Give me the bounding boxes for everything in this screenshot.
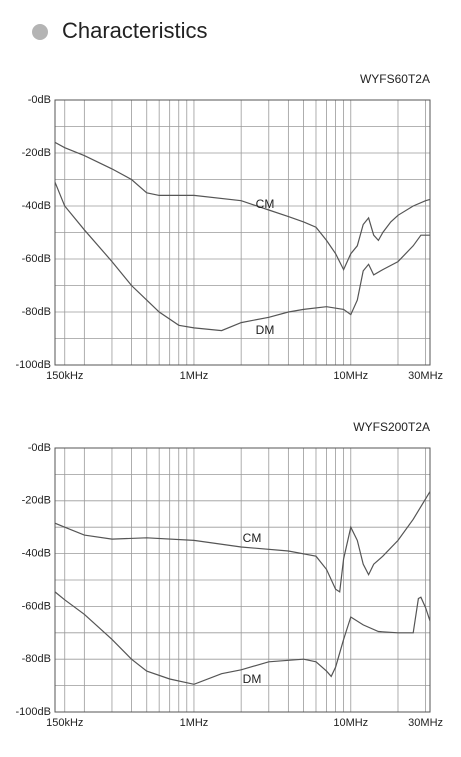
chart-title: WYFS200T2A bbox=[353, 420, 430, 434]
y-tick-label: -40dB bbox=[22, 200, 51, 212]
plot-frame bbox=[54, 447, 431, 713]
curve-label: CM bbox=[256, 197, 275, 211]
y-tick-label: -20dB bbox=[22, 147, 51, 159]
curve-label: CM bbox=[243, 531, 262, 545]
x-tick-label: 150kHz bbox=[46, 370, 83, 382]
x-tick-label: 1MHz bbox=[180, 717, 209, 729]
curve bbox=[54, 491, 431, 593]
y-tick-label: -60dB bbox=[22, 253, 51, 265]
y-tick-label: -100dB bbox=[16, 359, 51, 371]
y-tick-label: -60dB bbox=[22, 600, 51, 612]
x-tick-label: 10MHz bbox=[333, 370, 368, 382]
curve-label: DM bbox=[256, 323, 275, 337]
page-title: Characteristics bbox=[62, 18, 207, 43]
curve bbox=[54, 181, 430, 332]
curve bbox=[54, 591, 431, 685]
x-tick-label: 10MHz bbox=[333, 717, 368, 729]
y-tick-label: -40dB bbox=[22, 548, 51, 560]
y-tick-label: -20dB bbox=[22, 495, 51, 507]
x-tick-label: 1MHz bbox=[180, 370, 209, 382]
y-tick-label: -100dB bbox=[16, 706, 51, 718]
y-tick-label: -0dB bbox=[28, 442, 51, 454]
curve-label: DM bbox=[243, 672, 262, 686]
y-tick-label: -0dB bbox=[28, 94, 51, 106]
x-tick-label: 30MHz bbox=[408, 370, 443, 382]
curve bbox=[54, 141, 431, 271]
y-tick-label: -80dB bbox=[22, 653, 51, 665]
x-tick-label: 30MHz bbox=[408, 717, 443, 729]
bullet-icon bbox=[32, 24, 48, 40]
chart-title: WYFS60T2A bbox=[360, 72, 430, 86]
y-tick-label: -80dB bbox=[22, 306, 51, 318]
plot-frame bbox=[54, 99, 431, 366]
x-tick-label: 150kHz bbox=[46, 717, 83, 729]
